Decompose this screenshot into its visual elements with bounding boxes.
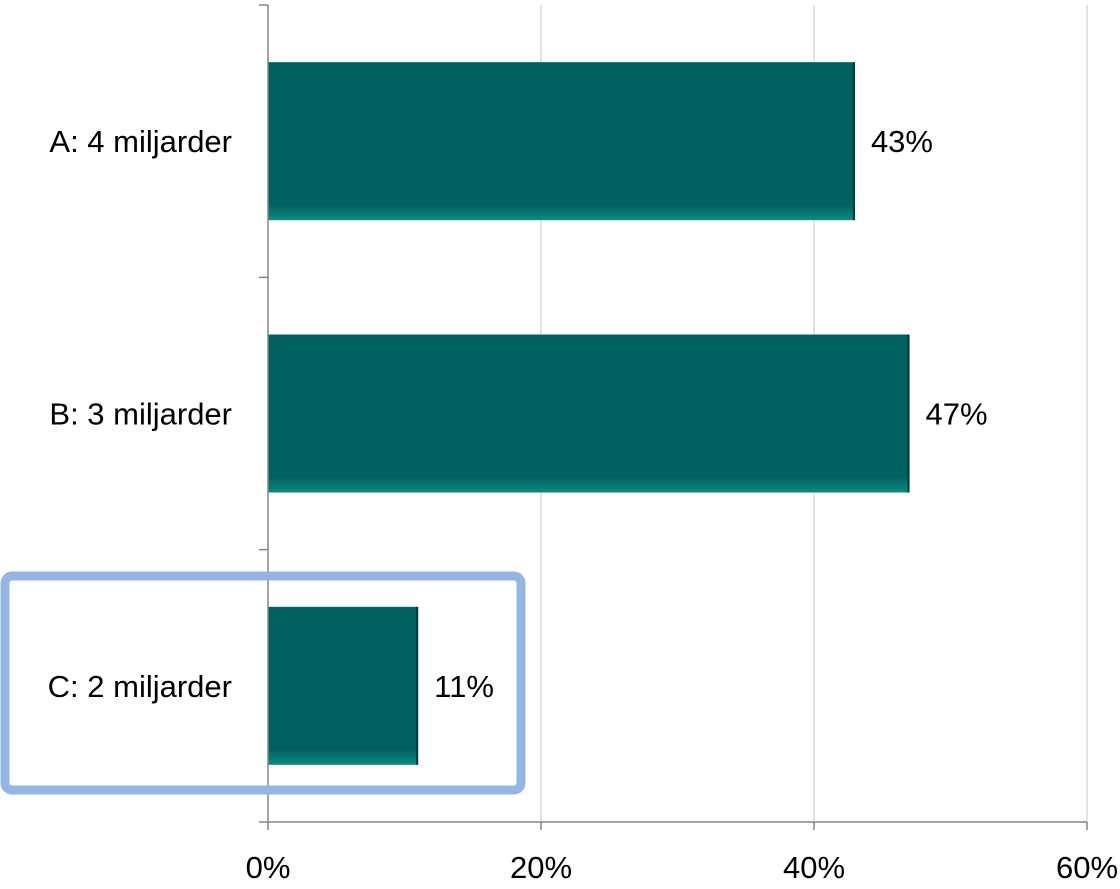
bars: [268, 62, 910, 765]
bar: [268, 606, 419, 765]
x-tick-label: 40%: [783, 850, 845, 885]
data-label: 11%: [434, 669, 494, 704]
x-tick-label: 20%: [510, 850, 572, 885]
x-tick-label: 0%: [246, 850, 291, 885]
bar-edge: [907, 334, 910, 493]
bar: [268, 62, 855, 221]
highlight-layer: [0, 571, 526, 795]
data-label: 47%: [926, 397, 988, 432]
category-label: A: 4 miljarder: [49, 124, 232, 159]
bar-edge: [416, 606, 419, 765]
axes: [259, 4, 1088, 830]
category-label: B: 3 miljarder: [49, 397, 232, 432]
labels: A: 4 miljarder B: 3 miljarder C: 2 miljard…: [48, 124, 1118, 885]
category-label: C: 2 miljarder: [48, 669, 232, 704]
bar-edge: [852, 62, 855, 221]
bar: [268, 334, 910, 493]
x-tick-label: 60%: [1056, 850, 1118, 885]
data-label: 43%: [871, 124, 933, 159]
highlight-box: [0, 571, 526, 795]
